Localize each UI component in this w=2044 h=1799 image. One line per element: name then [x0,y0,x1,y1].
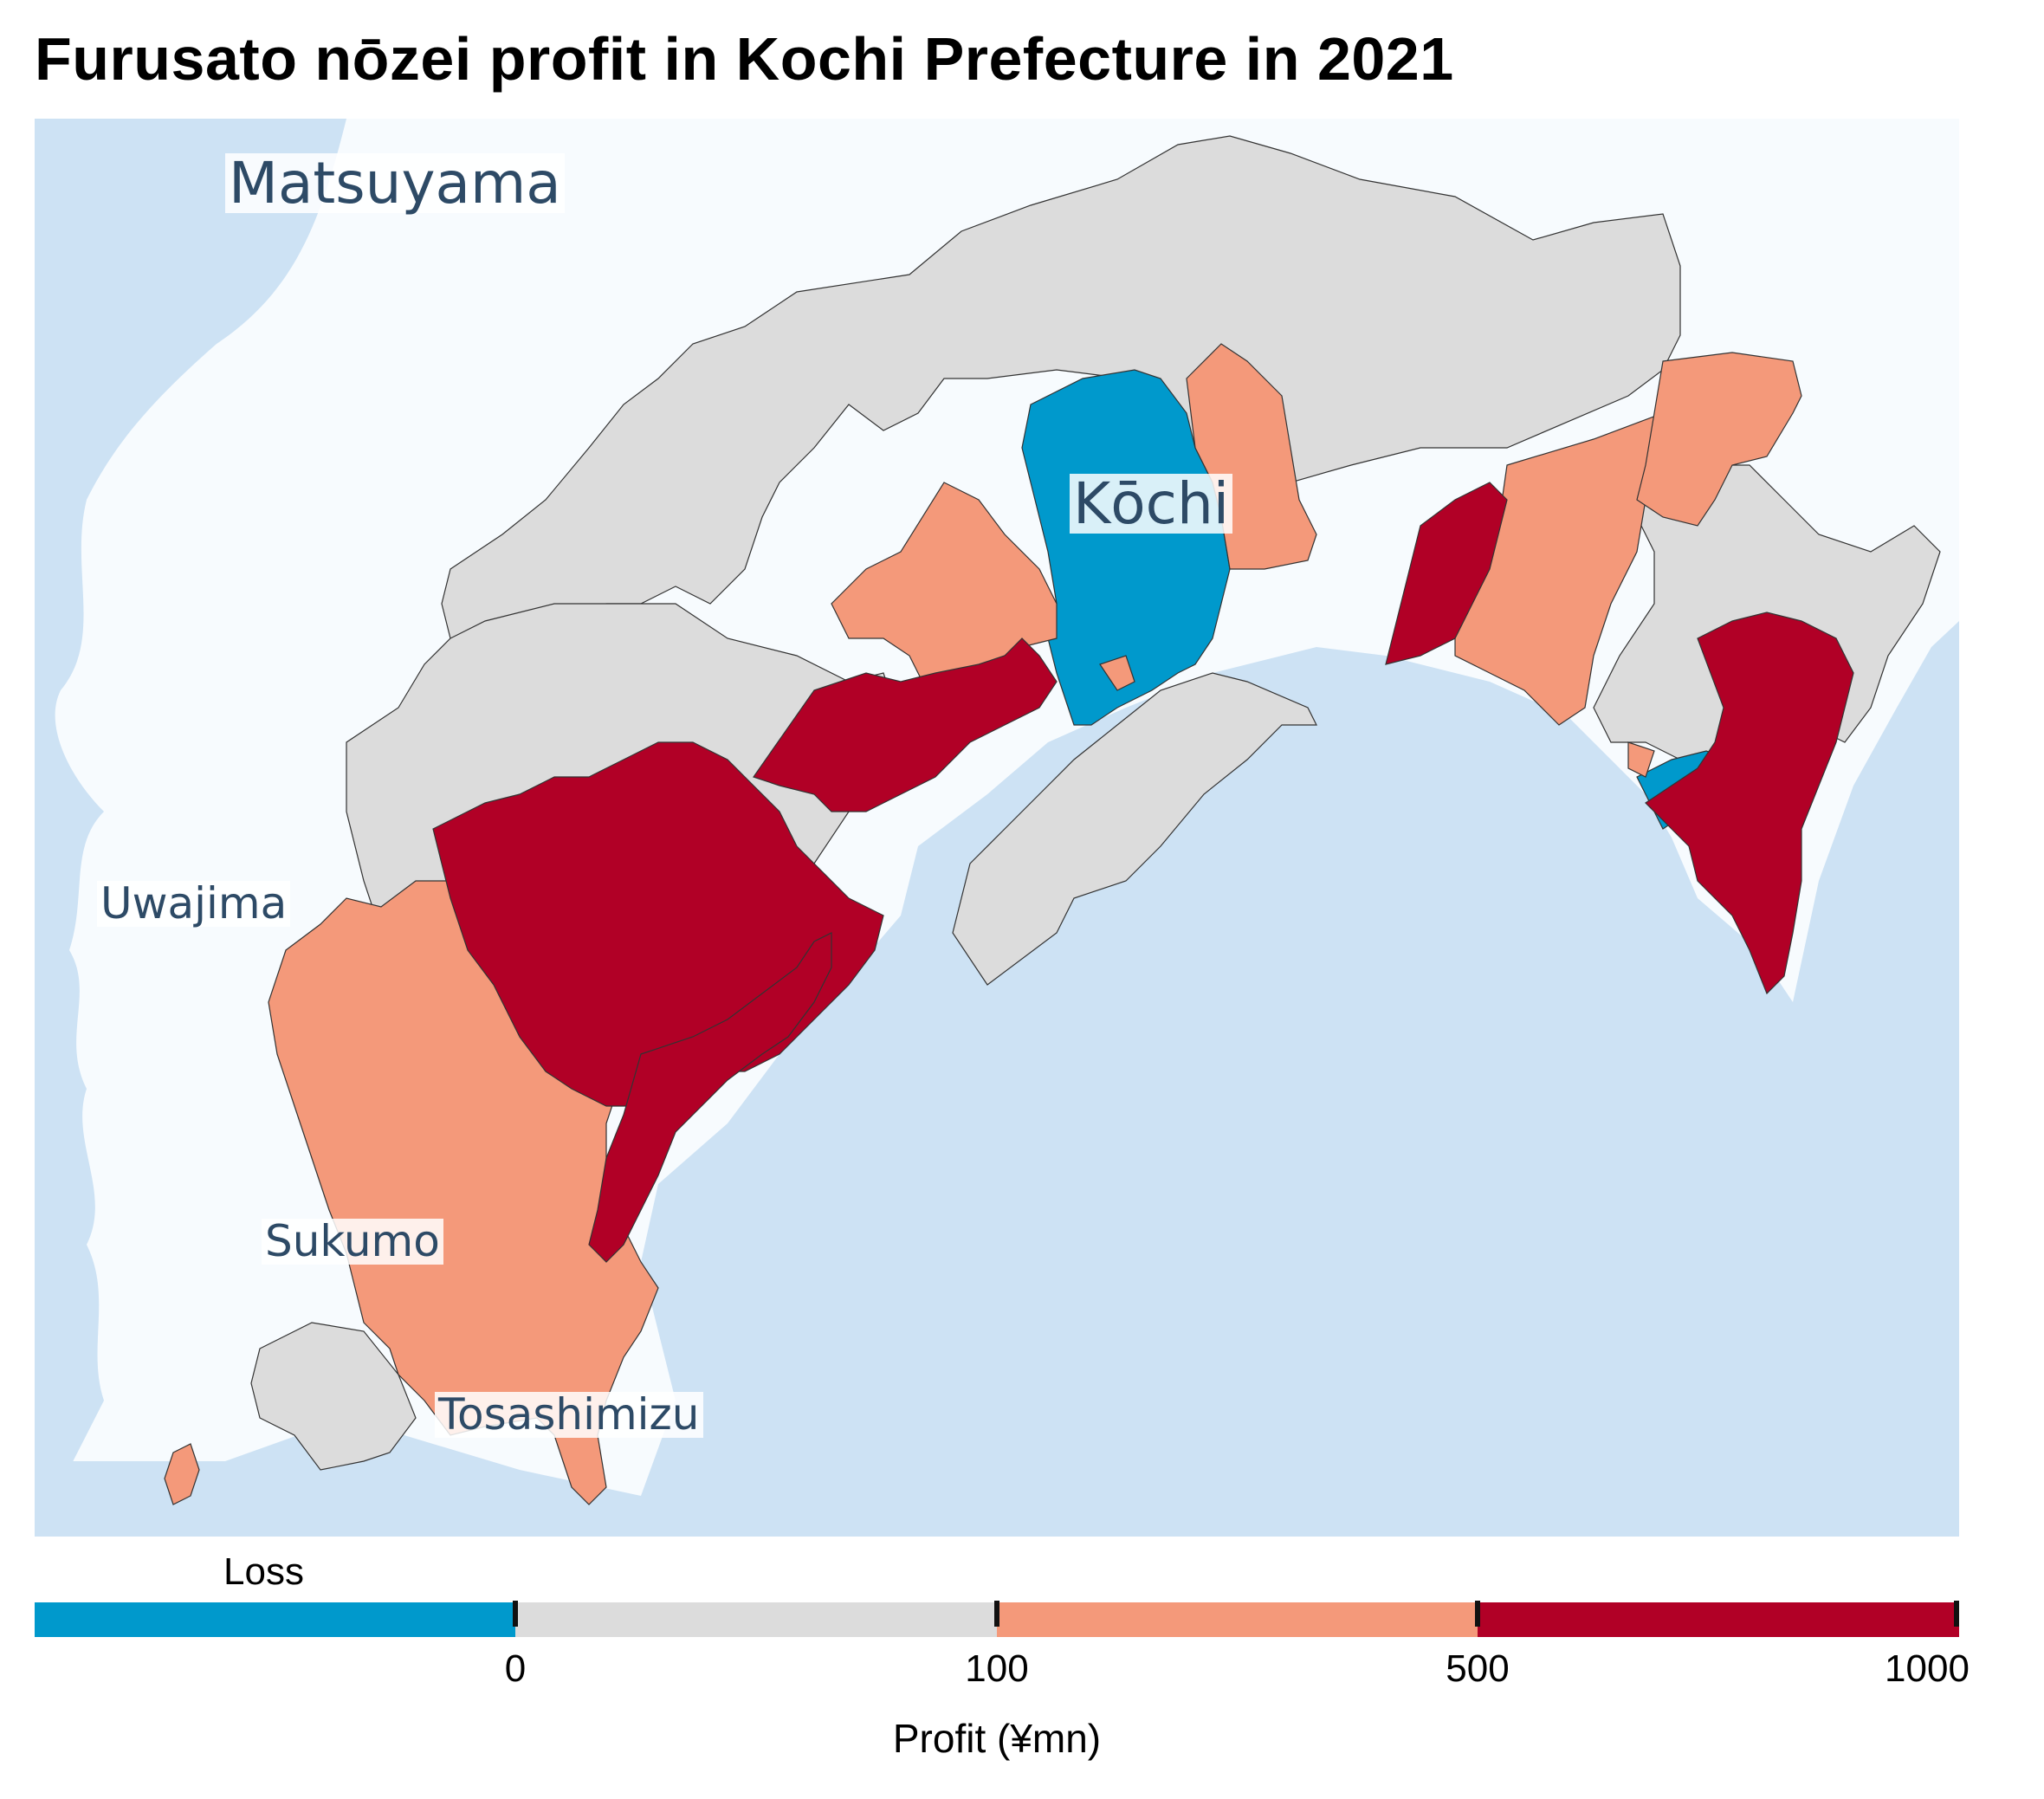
region-salmon-east-2 [1636,352,1802,527]
region-red-kuroshio [588,932,832,1263]
legend-swatch-100-500 [997,1602,1478,1637]
legend-title: Profit (¥mn) [892,1716,1102,1761]
legend-tick-100 [994,1601,999,1627]
legend-swatch-loss [35,1602,515,1637]
region-red-east-coast [1385,482,1508,665]
legend-tick-label-0: 0 [504,1647,527,1690]
legend-tick-500 [1475,1601,1480,1627]
region-kochi-city [1021,369,1231,726]
west-sea-islands [95,923,208,1059]
region-salmon-cape-west [1627,741,1655,778]
legend-tick-label-500: 500 [1446,1647,1510,1690]
region-salmon-coast [1099,655,1135,691]
region-red-susaki [753,637,1058,812]
pacific-ocean [35,621,1959,1537]
city-label-sukumo: Sukumo [262,1219,443,1265]
legend: Loss 0 100 500 1000 Profit (¥mn) [35,1550,1970,1767]
legend-swatch-500-1000 [1478,1602,1959,1637]
legend-tick-label-100: 100 [965,1647,1029,1690]
legend-tick-0 [513,1601,518,1627]
region-grey-north-1 [441,135,1681,639]
west-sea [35,119,346,1537]
municipalities-500-1000 [432,482,1854,1263]
map-panel: Matsuyama Kōchi Uwajima Sukumo Tosashimi… [35,119,1959,1537]
legend-tick-label-1000: 1000 [1885,1647,1970,1690]
region-grey-southwest-2 [250,1322,417,1471]
city-label-tosashimizu: Tosashimizu [435,1392,703,1438]
region-red-muroto [1645,612,1854,995]
city-label-uwajima: Uwajima [97,881,291,927]
legend-tick-1000 [1954,1601,1959,1627]
city-label-matsuyama: Matsuyama [225,153,565,213]
chart-title: Furusato nōzei profit in Kochi Prefectur… [35,25,1454,93]
region-salmon-island [164,1443,200,1505]
legend-loss-label: Loss [223,1550,304,1593]
region-grey-coast-east [952,672,1317,986]
legend-swatch-0-100 [515,1602,997,1637]
legend-colorbar [35,1602,1959,1637]
city-label-kochi: Kōchi [1070,474,1233,534]
map-svg [35,119,1959,1537]
